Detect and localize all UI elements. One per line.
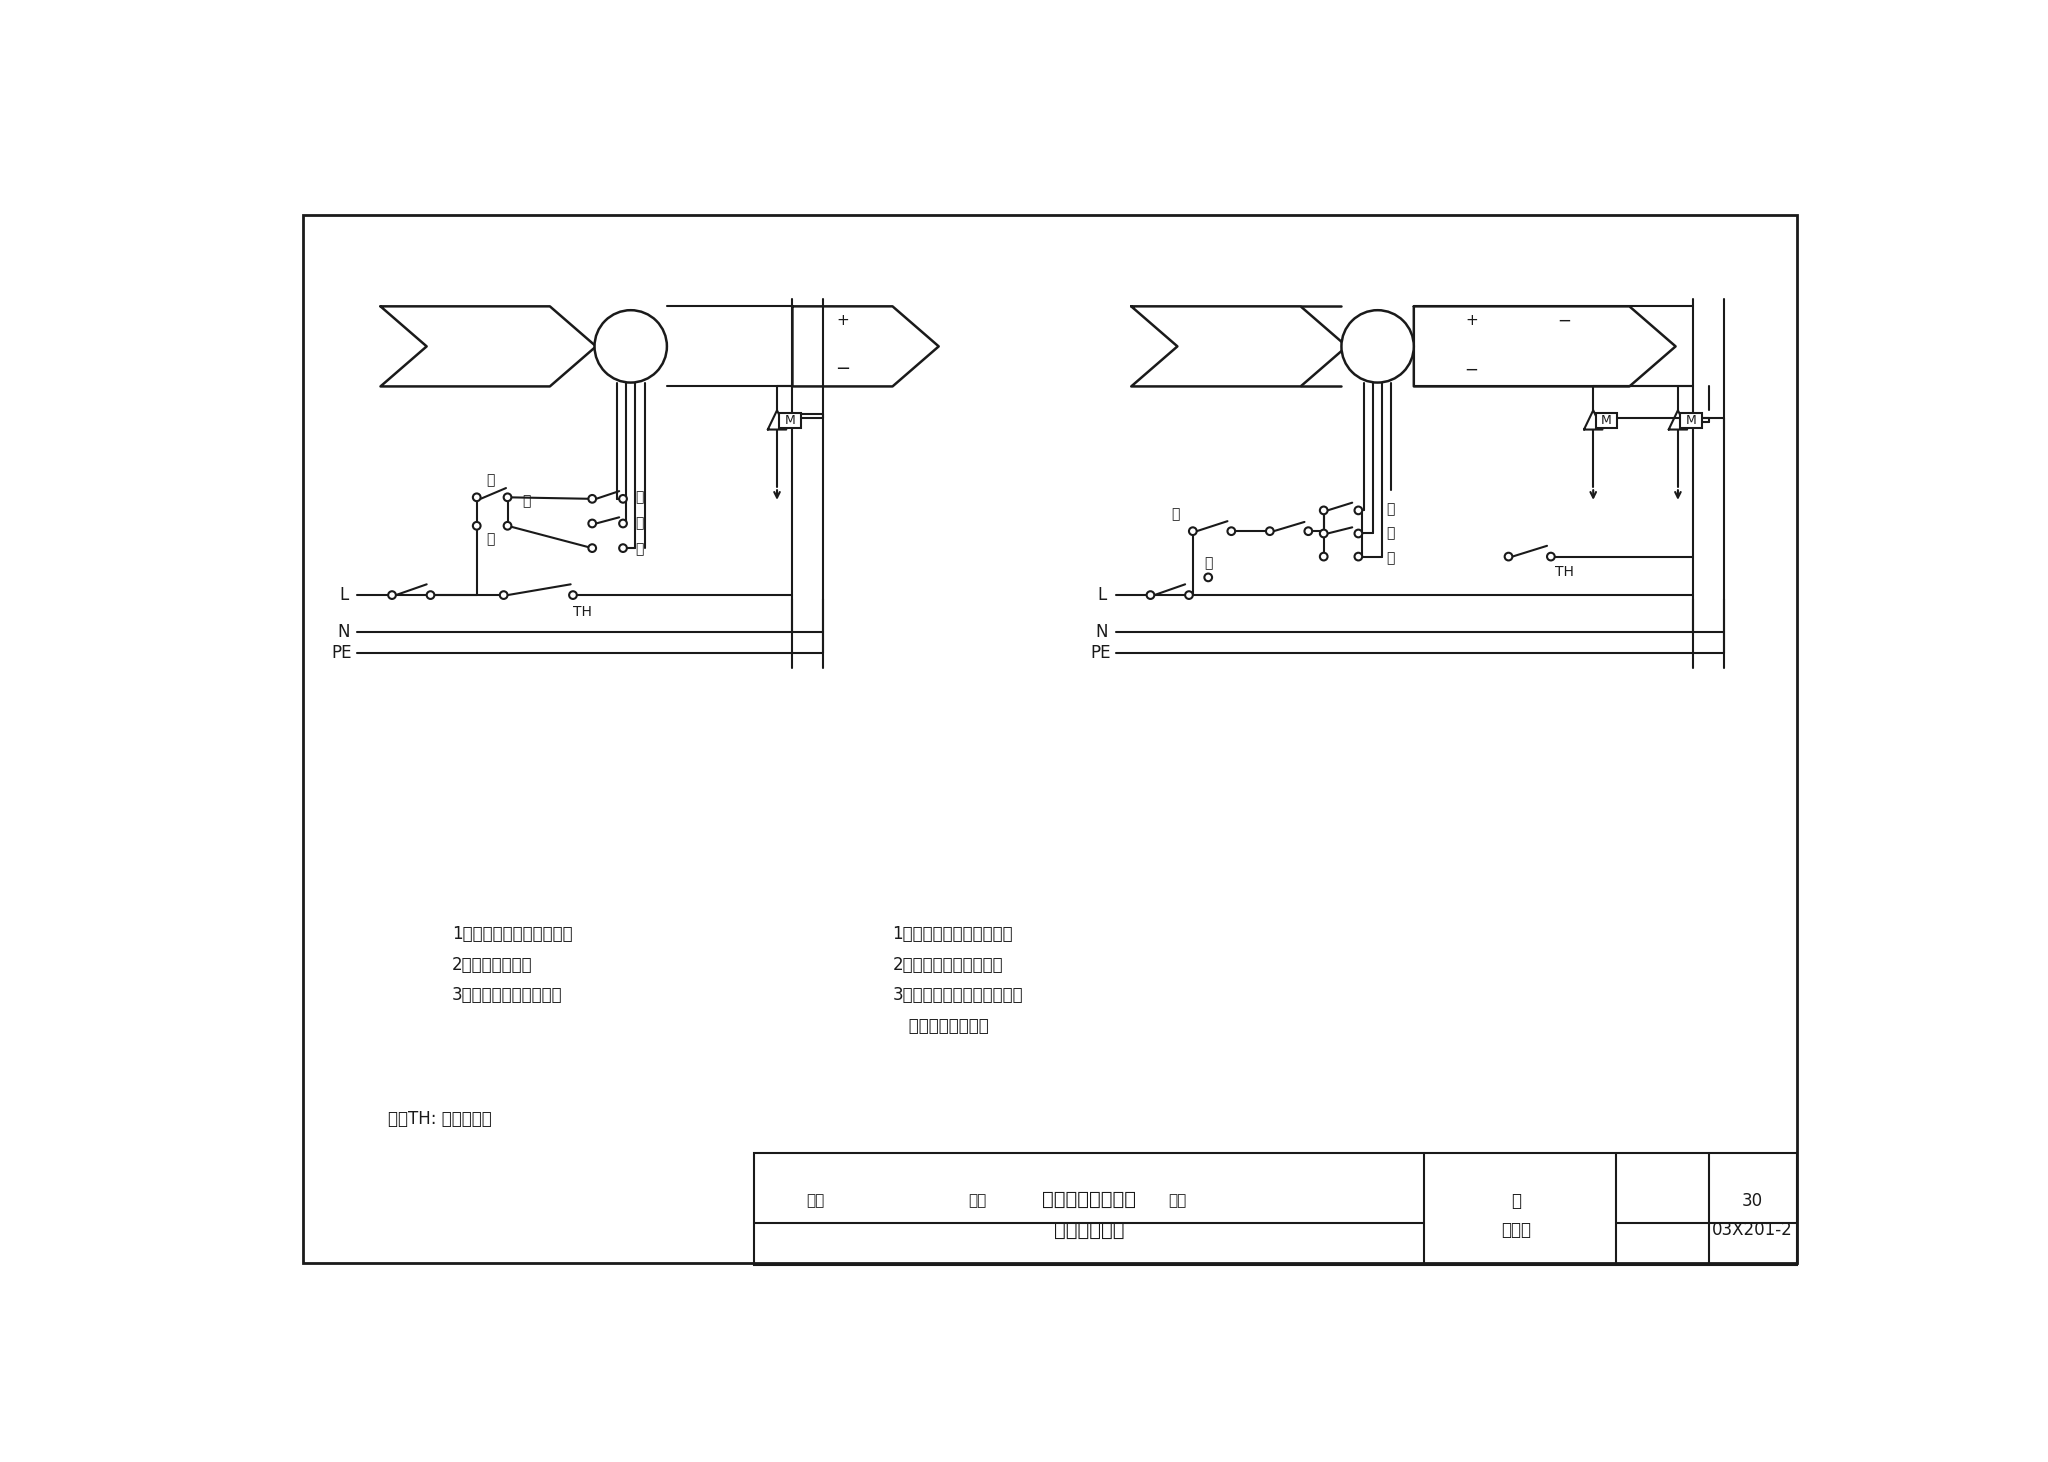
- Circle shape: [504, 522, 512, 529]
- Circle shape: [1266, 528, 1274, 535]
- Circle shape: [500, 591, 508, 599]
- Text: 1、手动控制风机三挡转速: 1、手动控制风机三挡转速: [453, 925, 573, 943]
- Circle shape: [389, 591, 395, 599]
- Circle shape: [618, 496, 627, 503]
- Text: 水电动二通阀启闭: 水电动二通阀启闭: [893, 1018, 989, 1035]
- Text: 开: 开: [1171, 507, 1180, 522]
- Text: 2、风机和水路阀门联锁: 2、风机和水路阀门联锁: [893, 956, 1004, 974]
- Circle shape: [473, 494, 481, 501]
- Text: M: M: [1686, 414, 1696, 427]
- Circle shape: [1319, 529, 1327, 538]
- Text: M: M: [1602, 414, 1612, 427]
- Circle shape: [588, 496, 596, 503]
- Circle shape: [594, 310, 668, 383]
- Circle shape: [1354, 506, 1362, 515]
- Text: +: +: [836, 313, 848, 327]
- Circle shape: [1319, 553, 1327, 560]
- Text: TH: TH: [1554, 564, 1573, 579]
- Circle shape: [1546, 553, 1554, 560]
- Text: 关: 关: [522, 494, 530, 509]
- Circle shape: [504, 494, 512, 501]
- Text: N: N: [1096, 623, 1108, 640]
- Text: TH: TH: [573, 605, 592, 618]
- Text: PE: PE: [332, 643, 352, 662]
- Text: 热: 热: [485, 474, 496, 487]
- Circle shape: [569, 591, 578, 599]
- Text: 校对: 校对: [969, 1193, 987, 1209]
- Circle shape: [1204, 573, 1212, 582]
- Text: 风机盘管机组控制: 风机盘管机组控制: [1042, 1190, 1137, 1209]
- Circle shape: [1341, 310, 1413, 383]
- Text: L: L: [1098, 586, 1106, 604]
- Text: 3、风机和水路阀门联锁: 3、风机和水路阀门联锁: [453, 987, 563, 1004]
- Circle shape: [1354, 553, 1362, 560]
- Bar: [754, 1154, 1796, 1265]
- Text: 1、手动控制风机三挡转速: 1、手动控制风机三挡转速: [893, 925, 1014, 943]
- Text: 3、室内温度控制器控制冷热: 3、室内温度控制器控制冷热: [893, 987, 1024, 1004]
- Circle shape: [618, 544, 627, 553]
- Circle shape: [1186, 591, 1192, 599]
- Text: −: −: [1464, 361, 1479, 379]
- Circle shape: [426, 591, 434, 599]
- Text: N: N: [338, 623, 350, 640]
- Text: 交流量水系统: 交流量水系统: [1053, 1221, 1124, 1240]
- Text: 图集号: 图集号: [1501, 1221, 1532, 1240]
- Bar: [1679, 412, 1702, 428]
- Text: 低: 低: [635, 542, 645, 557]
- Text: 03X201-2: 03X201-2: [1712, 1221, 1792, 1240]
- Bar: [780, 412, 801, 428]
- Circle shape: [588, 519, 596, 528]
- Text: 关: 关: [1204, 557, 1212, 570]
- Circle shape: [1505, 553, 1511, 560]
- Text: −: −: [836, 361, 850, 379]
- Text: 低: 低: [1386, 551, 1395, 566]
- Text: 页: 页: [1511, 1192, 1522, 1211]
- Circle shape: [1354, 529, 1362, 538]
- Text: −: −: [1556, 311, 1571, 329]
- Bar: [1595, 412, 1618, 428]
- Circle shape: [588, 544, 596, 553]
- Text: PE: PE: [1090, 643, 1110, 662]
- Text: 注：TH: 室内温控器: 注：TH: 室内温控器: [389, 1110, 492, 1127]
- Text: 设计: 设计: [1167, 1193, 1186, 1209]
- Text: +: +: [1464, 313, 1479, 327]
- Text: 审核: 审核: [807, 1193, 825, 1209]
- Text: L: L: [338, 586, 348, 604]
- Text: 冷: 冷: [485, 532, 496, 547]
- Circle shape: [1190, 528, 1196, 535]
- Circle shape: [1319, 506, 1327, 515]
- Text: 高: 高: [635, 490, 645, 504]
- Text: 2、手动季节转换: 2、手动季节转换: [453, 956, 532, 974]
- Circle shape: [1147, 591, 1155, 599]
- Text: 30: 30: [1743, 1192, 1763, 1211]
- Circle shape: [1305, 528, 1313, 535]
- Text: M: M: [784, 414, 795, 427]
- Text: 中: 中: [635, 516, 645, 531]
- Text: 高: 高: [1386, 501, 1395, 516]
- Circle shape: [473, 522, 481, 529]
- Circle shape: [618, 519, 627, 528]
- Circle shape: [1227, 528, 1235, 535]
- Text: 中: 中: [1386, 526, 1395, 541]
